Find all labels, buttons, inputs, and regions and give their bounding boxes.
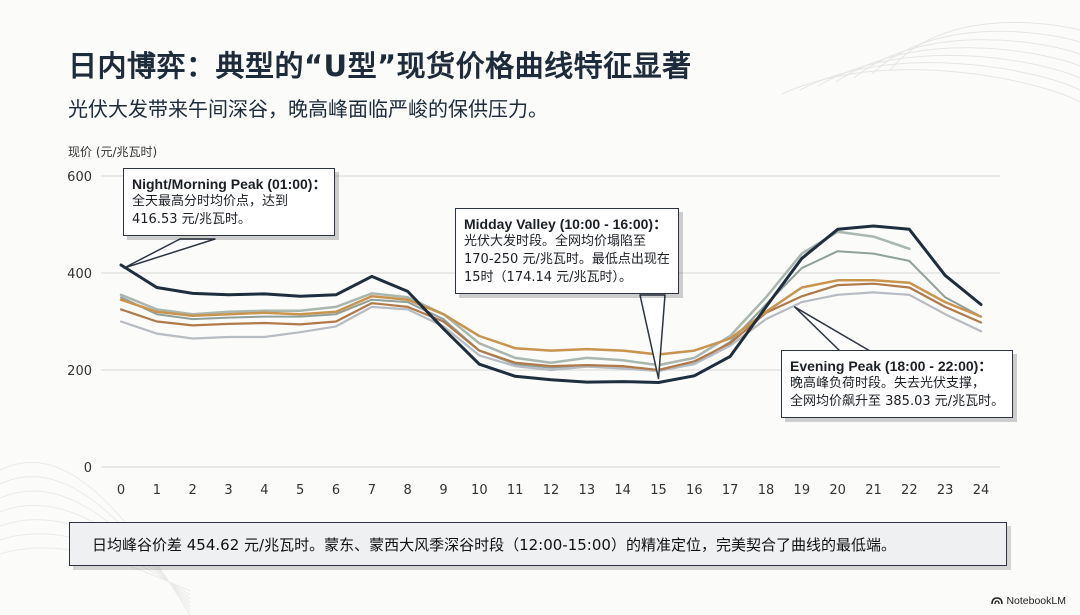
y-tick-label: 400 bbox=[67, 267, 92, 282]
x-tick-label: 21 bbox=[865, 483, 882, 498]
series-line bbox=[120, 250, 982, 371]
y-tick-label: 0 bbox=[84, 461, 92, 476]
x-tick-label: 7 bbox=[368, 483, 376, 498]
pointer-midday-valley bbox=[639, 294, 666, 380]
x-tick-label: 3 bbox=[224, 483, 232, 498]
y-tick-labels: 0 200 400 600 bbox=[67, 170, 92, 476]
x-tick-label: 17 bbox=[722, 483, 739, 498]
brand-logo: NotebookLM bbox=[991, 595, 1066, 607]
page-title: 日内博弈：典型的“U型”现货价格曲线特征显著 bbox=[68, 49, 692, 83]
pointer-night-peak bbox=[123, 238, 216, 269]
contour-line bbox=[853, 39, 1080, 79]
x-tick-label: 0 bbox=[117, 483, 125, 498]
callout-body: 光伏大发时段。全网均价塌陷至 170-250 元/兆瓦时。最低点出现在 15时（… bbox=[464, 234, 670, 285]
contour-line bbox=[781, 69, 1080, 103]
contour-line bbox=[0, 476, 191, 612]
series-line bbox=[119, 282, 983, 372]
x-tick-label: 11 bbox=[507, 483, 524, 498]
callout-night-peak: Night/Morning Peak (01:00)： 全天最高分时均价点，达到… bbox=[123, 168, 336, 236]
x-tick-labels: 0 1 2 3 4 5 6 7 8 9 10 11 12 13 14 15 16 17 18 19 20 21 22 23 24 bbox=[117, 483, 989, 498]
pointer-evening-peak bbox=[793, 306, 871, 352]
summary-box: 日均峰谷价差 454.62 元/兆瓦时。蒙东、蒙西大风季深谷时段（12:00-1… bbox=[69, 522, 1007, 566]
series-line bbox=[119, 291, 983, 373]
x-tick-label: 8 bbox=[404, 483, 412, 498]
x-tick-label: 6 bbox=[332, 483, 340, 498]
y-tick-label: 200 bbox=[67, 364, 92, 379]
x-tick-label: 13 bbox=[579, 483, 596, 498]
contour-line bbox=[0, 490, 191, 608]
x-tick-label: 2 bbox=[189, 483, 197, 498]
x-tick-label: 9 bbox=[439, 483, 447, 498]
callout-title: Evening Peak (18:00 - 22:00)： bbox=[790, 358, 993, 374]
x-tick-label: 1 bbox=[153, 483, 161, 498]
x-tick-label: 24 bbox=[973, 483, 990, 498]
contour-line bbox=[0, 504, 191, 604]
series-line bbox=[119, 279, 983, 356]
contour-line bbox=[889, 21, 1080, 71]
x-tick-label: 14 bbox=[614, 483, 631, 498]
callout-midday-valley: Midday Valley (10:00 - 16:00)： 光伏大发时段。全网… bbox=[455, 208, 679, 294]
callout-title: Night/Morning Peak (01:00)： bbox=[132, 176, 327, 192]
series-lines bbox=[119, 224, 983, 384]
y-axis-label: 现价 (元/兆瓦时) bbox=[68, 145, 157, 159]
x-tick-label: 22 bbox=[901, 483, 918, 498]
x-tick-label: 5 bbox=[296, 483, 304, 498]
contour-line bbox=[817, 54, 1080, 87]
x-tick-label: 10 bbox=[471, 483, 488, 498]
x-tick-label: 19 bbox=[794, 483, 811, 498]
summary-text: 日均峰谷价差 454.62 元/兆瓦时。蒙东、蒙西大风季深谷时段（12:00-1… bbox=[92, 535, 896, 554]
brand-name: NotebookLM bbox=[1006, 595, 1066, 607]
x-tick-label: 20 bbox=[829, 483, 846, 498]
x-tick-label: 23 bbox=[937, 483, 954, 498]
callout-title: Midday Valley (10:00 - 16:00)： bbox=[464, 216, 668, 232]
series-line bbox=[119, 230, 911, 367]
x-tick-label: 4 bbox=[260, 483, 268, 498]
notebooklm-icon bbox=[991, 597, 1004, 605]
x-tick-label: 12 bbox=[543, 483, 560, 498]
x-tick-label: 18 bbox=[758, 483, 775, 498]
callout-body: 全天最高分时均价点，达到 416.53 元/兆瓦时。 bbox=[132, 194, 289, 227]
callout-evening-peak: Evening Peak (18:00 - 22:00)： 晚高峰负荷时段。失去… bbox=[781, 350, 1014, 418]
contour-line bbox=[0, 461, 191, 615]
contour-line bbox=[799, 62, 1080, 91]
series-line bbox=[119, 224, 983, 384]
x-tick-label: 16 bbox=[686, 483, 703, 498]
callout-body: 晚高峰负荷时段。失去光伏支撑， 全网均价飙升至 385.03 元/兆瓦时。 bbox=[790, 376, 1005, 409]
page-subtitle: 光伏大发带来午间深谷，晚高峰面临严峻的保供压力。 bbox=[68, 97, 548, 121]
x-tick-label: 15 bbox=[650, 483, 667, 498]
y-tick-label: 600 bbox=[67, 170, 92, 185]
